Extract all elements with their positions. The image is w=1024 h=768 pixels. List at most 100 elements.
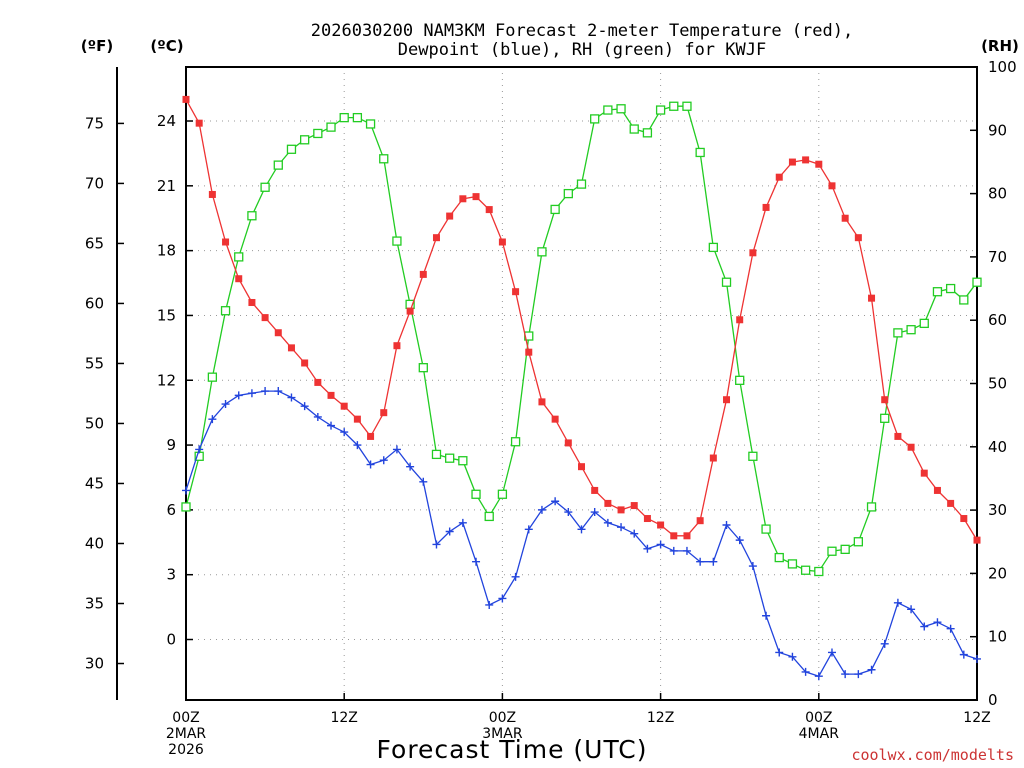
fahrenheit-tick-label-5: 55 [85,354,104,372]
series-2-point-47 [800,565,811,575]
rh-tick-label-5: 50 [988,375,1007,393]
series-2-point-14 [365,119,376,129]
series-1-point-30 [577,525,586,534]
series-1-point-26 [524,525,533,534]
series-0-point-15 [380,409,388,417]
series-layer [181,95,982,681]
series-0-point-29 [564,439,572,447]
series-1-point-54 [893,598,902,607]
rh-tick-label-4: 40 [988,438,1007,456]
series-1-point-14 [366,460,375,469]
series-0-point-54 [894,432,902,440]
series-0-point-59 [960,515,968,523]
celsius-tick-label-5: 15 [157,306,176,324]
series-0-point-26 [525,348,533,356]
series-0-point-28 [551,415,559,423]
series-line-0 [185,99,978,541]
series-0-point-47 [802,156,810,164]
series-1-point-17 [406,462,415,471]
series-2-point-33 [616,104,626,114]
series-0-point-16 [393,342,401,350]
rh-tick-label-0: 0 [988,691,998,709]
x-axis-title: Forecast Time (UTC) [377,735,648,764]
series-2-point-7 [273,160,283,170]
series-2-point-6 [260,182,270,192]
series-2-point-58 [945,283,956,294]
series-2-point-9 [299,135,310,145]
series-0-point-58 [947,499,955,507]
series-1-point-24 [498,594,507,603]
series-0-point-60 [973,536,981,544]
series-2-point-40 [708,242,718,253]
series-2-point-55 [906,325,916,335]
rh-unit-label: (RH) [981,37,1019,55]
series-1-point-12 [340,428,349,437]
series-0-point-25 [512,288,520,296]
series-line-2 [185,105,978,573]
series-0-point-1 [195,119,203,127]
series-1-point-29 [564,508,573,517]
series-2-point-51 [853,537,863,547]
series-1-point-8 [287,393,296,402]
series-2-point-32 [603,105,613,115]
time-tick-label-5-0: 12Z [963,710,990,726]
series-0-point-31 [591,486,599,494]
series-0-point-18 [419,270,427,278]
fahrenheit-tick-label-6: 60 [85,294,104,312]
series-0-point-43 [749,249,757,257]
series-1-point-23 [485,600,494,609]
fahrenheit-tick-label-0: 30 [85,655,104,673]
series-0-point-4 [235,275,243,283]
series-0-point-13 [353,415,361,423]
celsius-tick-label-2: 6 [166,501,176,519]
series-2-point-30 [576,179,587,189]
series-1-point-25 [511,572,520,581]
series-2-point-29 [563,188,573,199]
grid-lines [186,67,977,700]
series-0-point-17 [406,307,414,315]
series-0-point-35 [643,515,651,523]
fahrenheit-tick-label-9: 75 [85,114,104,132]
series-2 [181,101,982,577]
series-0-point-46 [788,158,796,166]
series-1-point-55 [907,605,916,614]
celsius-tick-label-3: 9 [166,436,176,454]
series-1-point-20 [445,527,454,536]
fahrenheit-tick-label-4: 50 [85,414,104,432]
rh-tick-label-7: 70 [988,248,1007,266]
rh-tick-label-6: 60 [988,311,1007,329]
series-0-point-5 [248,298,256,306]
fahrenheit-tick-label-7: 65 [85,234,104,252]
series-0-point-11 [327,391,335,399]
time-tick-label-0-0: 00Z [172,710,199,726]
series-2-point-52 [866,502,877,512]
series-2-point-44 [761,524,771,534]
celsius-tick-label-7: 21 [157,177,176,195]
series-1-point-15 [379,456,388,465]
series-1-point-45 [775,648,784,657]
series-0-point-48 [815,160,823,168]
celsius-tick-label-1: 3 [166,566,176,584]
series-1-point-19 [432,540,441,549]
series-0-point-3 [222,238,230,246]
series-0-point-19 [432,234,440,242]
chart-title-line-1: 2026030200 NAM3KM Forecast 2-meter Tempe… [311,21,853,41]
series-2-point-56 [919,318,929,329]
series-1-point-58 [946,624,955,633]
series-2-point-37 [669,101,679,111]
series-2-point-19 [431,449,442,460]
series-2-point-41 [721,277,732,287]
series-0-point-0 [182,95,190,103]
series-0-point-20 [446,212,454,220]
series-2-point-11 [326,122,336,132]
series-2-point-24 [497,489,508,499]
series-0-point-2 [208,190,216,198]
series-2-point-13 [352,112,363,123]
series-2-point-4 [234,252,244,262]
series-1-point-0 [182,486,190,495]
series-2-point-22 [471,489,481,499]
series-0-point-32 [604,499,612,507]
series-0-point-56 [920,469,928,477]
series-0-point-30 [578,463,585,471]
